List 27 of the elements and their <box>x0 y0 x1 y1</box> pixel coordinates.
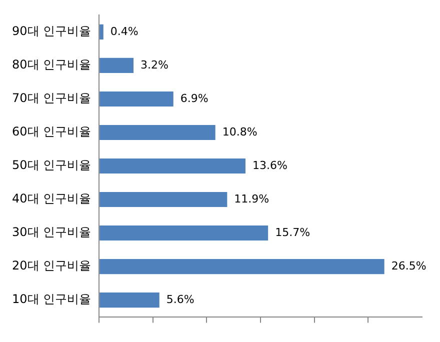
y-tick-label: 70대 인구비율 <box>12 91 92 106</box>
data-label: 3.2% <box>140 58 168 72</box>
data-label: 26.5% <box>391 259 426 272</box>
bar <box>100 124 216 140</box>
y-tick-label: 90대 인구비율 <box>12 24 92 38</box>
bar <box>100 58 134 74</box>
data-label: 5.6% <box>166 292 194 306</box>
y-tick-label: 20대 인구비율 <box>12 258 92 273</box>
data-label: 13.6% <box>252 158 288 172</box>
y-tick-label: 30대 인구비율 <box>12 225 92 240</box>
y-tick-label: 10대 인구비율 <box>12 292 92 306</box>
data-label: 0.4% <box>110 24 138 38</box>
data-label: 15.7% <box>275 226 310 239</box>
y-tick-label: 40대 인구비율 <box>12 192 92 206</box>
bar <box>100 91 174 107</box>
bar <box>100 292 160 308</box>
data-label: 11.9% <box>234 192 270 206</box>
data-label: 10.8% <box>222 125 258 138</box>
bar <box>100 24 104 40</box>
bar <box>100 258 384 274</box>
data-label: 6.9% <box>180 92 208 105</box>
y-tick-label: 80대 인구비율 <box>12 58 92 72</box>
bar <box>100 158 246 174</box>
y-tick-label: 50대 인구비율 <box>12 158 92 172</box>
y-tick-label: 60대 인구비율 <box>12 124 92 139</box>
bar <box>100 192 228 208</box>
bar <box>100 225 268 241</box>
